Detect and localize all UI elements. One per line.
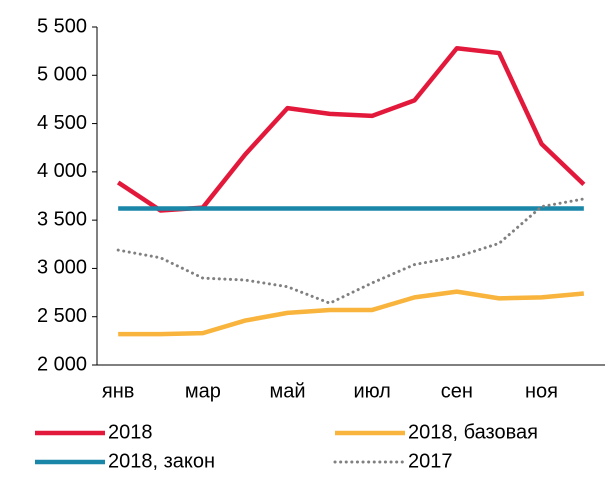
x-tick-label: янв bbox=[102, 380, 135, 402]
series-line bbox=[116, 197, 586, 305]
y-tick-label: 3 500 bbox=[37, 208, 87, 230]
x-tick-label: май bbox=[269, 380, 305, 402]
x-tick-label: июл bbox=[353, 380, 390, 402]
legend-label: 2018, закон bbox=[108, 450, 215, 472]
y-tick-label: 2 500 bbox=[37, 305, 87, 327]
y-tick-label: 5 500 bbox=[37, 15, 87, 37]
y-tick-label: 3 000 bbox=[37, 257, 87, 279]
y-tick-label: 5 000 bbox=[37, 64, 87, 86]
legend-label: 2018, базовая bbox=[408, 421, 538, 443]
legend-label: 2017 bbox=[408, 450, 453, 472]
x-tick-label: сен bbox=[441, 380, 473, 402]
series-line bbox=[118, 289, 585, 337]
x-tick-label: мар bbox=[185, 380, 221, 402]
y-tick-label: 2 000 bbox=[37, 353, 87, 375]
y-tick-label: 4 500 bbox=[37, 112, 87, 134]
legend-label: 2018 bbox=[108, 421, 153, 443]
y-tick-label: 4 000 bbox=[37, 160, 87, 182]
series-line bbox=[116, 45, 586, 213]
x-tick-label: ноя bbox=[525, 380, 558, 402]
